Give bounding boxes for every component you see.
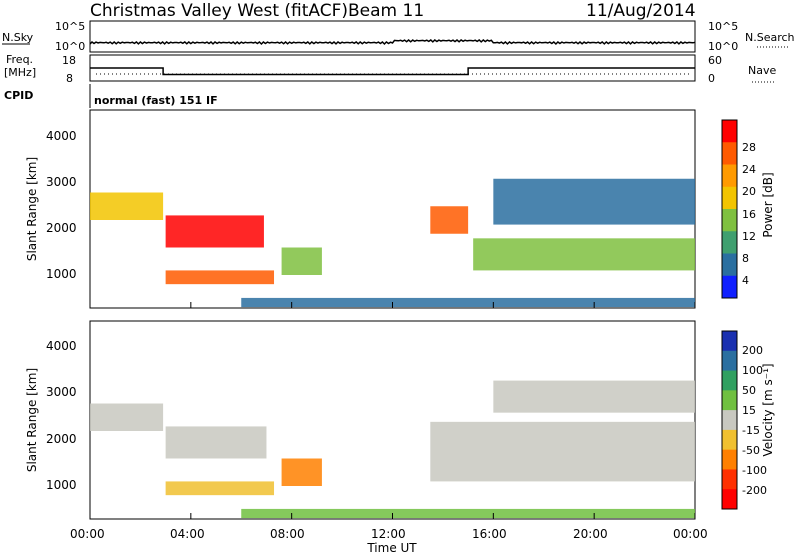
velocity-colorbar [721, 330, 738, 510]
power-cbar-tick-24: 24 [742, 163, 756, 176]
xtick-1200: 12:00 [371, 527, 406, 541]
power-region-8 [241, 297, 695, 308]
frequency-line [90, 67, 695, 76]
velocity-ytick-3000: 3000 [46, 385, 77, 399]
velocity-colorbar-swatch-4 [722, 390, 737, 411]
xtick-2000: 20:00 [573, 527, 608, 541]
velocity-cbar-tick-200: 200 [742, 344, 763, 357]
velocity-colorbar-swatch-8 [722, 469, 737, 490]
power-cbar-tick-12: 12 [742, 230, 756, 243]
cpid-value: normal (fast) 151 IF [94, 94, 218, 107]
power-colorbar [721, 119, 738, 299]
nsky-tick-right-bottom: 10^0 [708, 40, 738, 53]
nsky-tick-left-bottom: 10^0 [55, 40, 85, 53]
velocity-cbar-tick-neg50: -50 [742, 444, 760, 457]
power-ytick-1000: 1000 [46, 267, 77, 281]
date-title: 11/Aug/2014 [586, 1, 696, 21]
xtick-0000-end: 00:00 [673, 527, 708, 541]
power-region-3 [165, 270, 275, 285]
velocity-cbar-tick-50: 50 [742, 384, 756, 397]
power-cbar-tick-20: 20 [742, 185, 756, 198]
velocity-colorbar-swatch-6 [722, 429, 737, 451]
nsky-tick-right-top: 10^5 [708, 20, 738, 33]
xtick-0000-start: 00:00 [70, 527, 105, 541]
station-title: Christmas Valley West (fitACF) [90, 1, 348, 21]
freq-label-line1: Freq. [6, 53, 33, 66]
velocity-colorbar-swatch-5 [722, 410, 737, 431]
power-colorbar-frame [721, 119, 738, 299]
velocity-colorbar-swatch-1 [722, 331, 737, 352]
power-region-6 [473, 238, 695, 271]
power-colorbar-swatch-2 [722, 142, 737, 165]
power-region-7 [493, 178, 695, 225]
power-ytick-4000: 4000 [46, 129, 77, 143]
power-region-1 [90, 192, 164, 220]
xtick-0400: 04:00 [170, 527, 205, 541]
power-cbar-tick-4: 4 [742, 274, 749, 287]
nsky-label: N.Sky [2, 31, 34, 44]
velocity-cbar-tick-neg200: -200 [742, 484, 767, 497]
velocity-region-6 [493, 380, 695, 413]
power-colorbar-swatch-1 [722, 120, 737, 143]
velocity-colorbar-swatch-2 [722, 350, 737, 372]
velocity-data [90, 380, 695, 519]
velocity-region-5 [430, 421, 695, 482]
nave-label: Nave [748, 64, 776, 77]
x-axis-ticks [89, 302, 696, 519]
velocity-region-3 [165, 481, 275, 496]
velocity-region-4 [281, 458, 322, 486]
nsearch-label: N.Search [745, 31, 795, 44]
velocity-colorbar-swatch-9 [722, 489, 737, 510]
power-colorbar-label: Power [dB] [761, 172, 775, 237]
power-region-5 [430, 206, 469, 234]
power-colorbar-swatch-8 [722, 275, 737, 299]
freq-tick-left-bottom: 8 [66, 72, 73, 85]
cpid-label: CPID [4, 89, 33, 102]
power-ytick-3000: 3000 [46, 175, 77, 189]
x-axis-label: Time UT [366, 541, 417, 554]
velocity-colorbar-frame [721, 330, 738, 510]
power-colorbar-swatch-3 [722, 164, 737, 188]
power-colorbar-swatch-6 [722, 231, 737, 254]
power-colorbar-swatch-4 [722, 186, 737, 210]
velocity-cbar-tick-15: 15 [742, 404, 756, 417]
freq-tick-left-top: 18 [62, 54, 76, 67]
velocity-colorbar-label: Velocity [m s⁻¹] [761, 363, 775, 456]
power-cbar-tick-28: 28 [742, 141, 756, 154]
velocity-region-2 [165, 426, 267, 459]
velocity-ytick-1000: 1000 [46, 478, 77, 492]
freq-tick-right-bottom: 0 [708, 72, 715, 85]
power-region-4 [281, 247, 322, 275]
beam-title: Beam 11 [348, 1, 424, 21]
nsky-trace [89, 39, 696, 46]
xtick-1600: 16:00 [472, 527, 507, 541]
power-ylabel: Slant Range [km] [25, 157, 39, 261]
nsky-tick-left-top: 10^5 [55, 20, 85, 33]
velocity-ytick-4000: 4000 [46, 339, 77, 353]
power-region-2 [165, 215, 264, 248]
velocity-colorbar-swatch-3 [722, 370, 737, 391]
power-cbar-tick-16: 16 [742, 208, 756, 221]
velocity-region-7 [241, 508, 695, 519]
power-cbar-tick-8: 8 [742, 252, 749, 265]
power-colorbar-swatch-5 [722, 209, 737, 232]
velocity-colorbar-swatch-7 [722, 449, 737, 470]
xtick-0800: 08:00 [270, 527, 305, 541]
velocity-ylabel: Slant Range [km] [25, 368, 39, 472]
velocity-region-1 [90, 403, 164, 431]
velocity-cbar-tick-neg15: -15 [742, 424, 760, 437]
nsky-line [89, 39, 696, 46]
nsky-panel [89, 20, 696, 53]
power-ytick-2000: 2000 [46, 221, 77, 235]
freq-label-line2: [MHz] [4, 66, 36, 79]
freq-tick-right-top: 60 [708, 54, 722, 67]
power-data [90, 178, 695, 308]
velocity-ytick-2000: 2000 [46, 432, 77, 446]
power-colorbar-swatch-7 [722, 253, 737, 277]
velocity-cbar-tick-neg100: -100 [742, 464, 767, 477]
velocity-cbar-tick-100: 100 [742, 364, 763, 377]
